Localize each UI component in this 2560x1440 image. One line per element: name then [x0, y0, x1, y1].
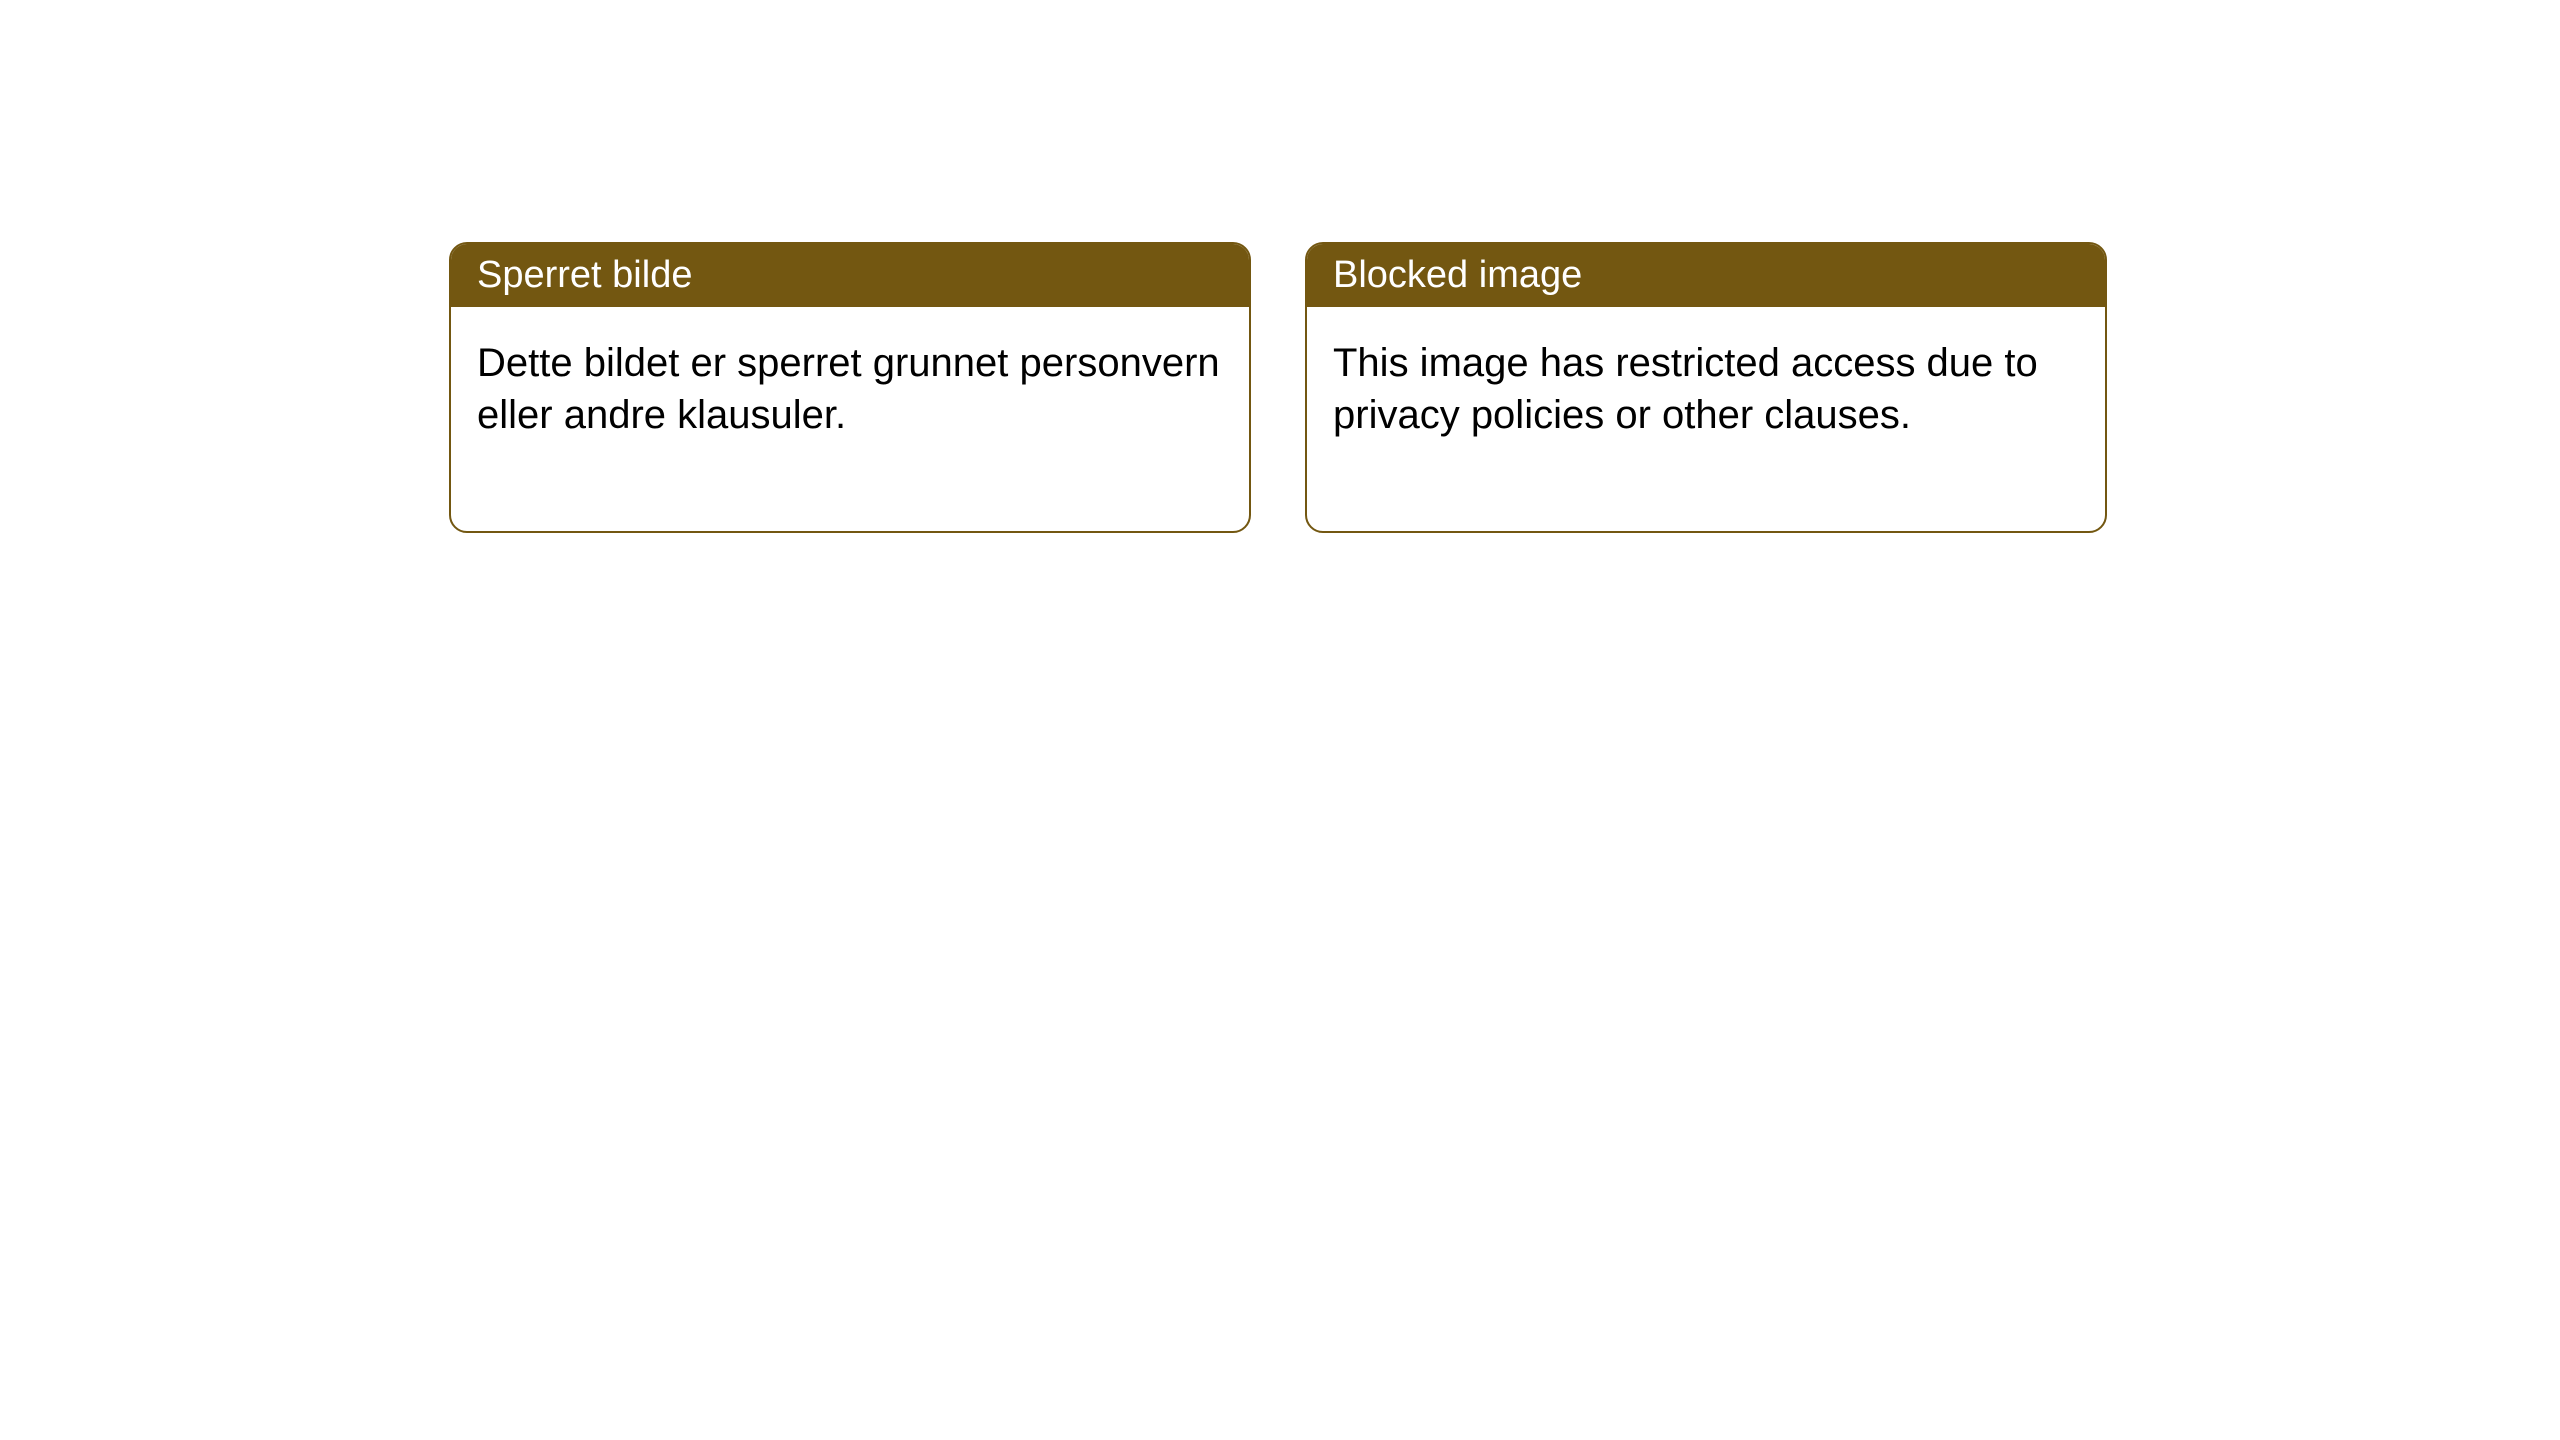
card-header-english: Blocked image	[1307, 244, 2105, 307]
card-header-norwegian: Sperret bilde	[451, 244, 1249, 307]
cards-container: Sperret bilde Dette bildet er sperret gr…	[449, 242, 2107, 533]
card-english: Blocked image This image has restricted …	[1305, 242, 2107, 533]
card-body-norwegian: Dette bildet er sperret grunnet personve…	[451, 307, 1249, 531]
card-norwegian: Sperret bilde Dette bildet er sperret gr…	[449, 242, 1251, 533]
card-body-english: This image has restricted access due to …	[1307, 307, 2105, 531]
